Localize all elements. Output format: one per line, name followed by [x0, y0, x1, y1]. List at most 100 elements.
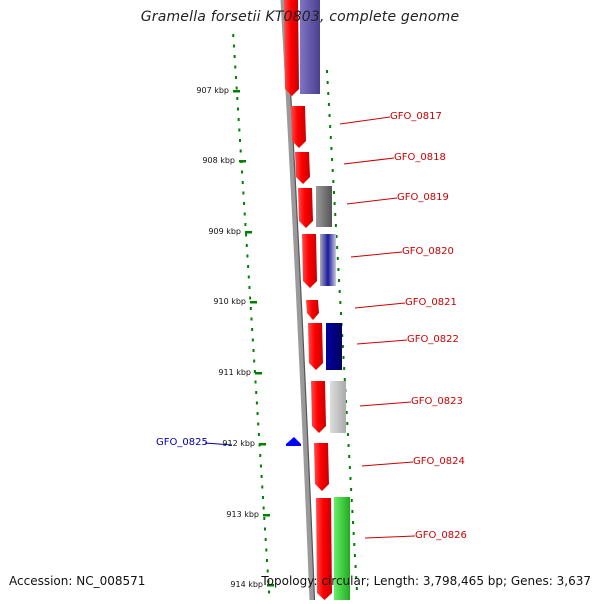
- dot-right: [345, 400, 348, 403]
- genome-title: Gramella forsetii KT0803, complete genom…: [140, 9, 460, 25]
- gene-arrow: [308, 323, 323, 370]
- dot-left: [247, 275, 250, 279]
- gene-block-purple: [300, 0, 320, 94]
- dot-right: [353, 554, 356, 557]
- dot-right: [332, 180, 335, 183]
- dot-right: [328, 114, 331, 117]
- gene-label-gfo-0821[interactable]: GFO_0821: [405, 297, 457, 308]
- gene-leader-line: [346, 197, 398, 205]
- dot-right: [341, 334, 344, 337]
- dot-left: [243, 202, 246, 205]
- gene-leader-line: [359, 401, 412, 407]
- gene-arrow: [306, 300, 319, 320]
- dot-left: [234, 76, 237, 79]
- dot-right: [350, 488, 353, 491]
- gene-label-gfo-0822[interactable]: GFO_0822: [407, 334, 459, 345]
- tick-mark: [245, 231, 252, 234]
- gene-label-gfo-0818[interactable]: GFO_0818: [394, 152, 446, 163]
- tick-label: 913 kbp: [226, 510, 259, 519]
- gene-label-gfo-0823[interactable]: GFO_0823: [411, 396, 463, 407]
- dot-left: [264, 538, 267, 541]
- tick-label: 908 kbp: [202, 156, 235, 165]
- kbp-tick-marks: [233, 90, 274, 587]
- gene-leader-line-left: [204, 442, 233, 446]
- dot-right: [351, 510, 354, 513]
- dot-right: [343, 378, 346, 381]
- gene-leader-line: [343, 157, 395, 165]
- dot-left: [243, 212, 246, 216]
- dot-right: [339, 301, 342, 304]
- dot-left: [259, 454, 262, 457]
- dot-left: [237, 118, 240, 121]
- dot-left: [239, 149, 242, 153]
- gene-label-gfo-0817[interactable]: GFO_0817: [390, 111, 442, 122]
- dot-left: [246, 254, 249, 258]
- dot-left: [245, 244, 248, 247]
- gene-arrow: [298, 188, 313, 228]
- tick-label: 910 kbp: [213, 297, 246, 306]
- gene-leader-line: [364, 535, 416, 539]
- tick-label: 907 kbp: [196, 86, 229, 95]
- tick-mark: [259, 443, 266, 446]
- dot-right: [354, 565, 357, 568]
- dot-right: [334, 213, 337, 216]
- gene-label-gfo-0819[interactable]: GFO_0819: [397, 192, 449, 203]
- tick-label: 912 kbp: [222, 439, 255, 448]
- dot-left: [265, 548, 268, 552]
- gene-label-gfo-0820[interactable]: GFO_0820: [402, 246, 454, 257]
- dot-right: [347, 444, 350, 447]
- dot-right: [335, 235, 338, 238]
- dot-left: [251, 328, 254, 331]
- dot-right: [343, 367, 346, 370]
- dot-right: [346, 422, 349, 425]
- dot-right: [353, 543, 356, 546]
- dot-right: [336, 246, 339, 249]
- gene-leader-line: [350, 251, 403, 258]
- dot-left: [266, 559, 269, 562]
- dot-left: [257, 422, 260, 426]
- dot-left: [249, 307, 252, 310]
- dot-left: [242, 191, 245, 195]
- dot-right: [336, 257, 339, 260]
- dot-right: [341, 345, 344, 348]
- dot-left: [267, 580, 270, 583]
- dot-left: [233, 55, 236, 58]
- dot-left: [261, 485, 264, 489]
- tick-mark: [267, 584, 274, 587]
- dot-left: [257, 433, 260, 436]
- dot-right: [332, 191, 335, 194]
- dot-left: [261, 496, 264, 499]
- dot-right: [346, 433, 349, 436]
- gene-label-leaders: [204, 116, 416, 539]
- gene-arrow: [291, 106, 306, 148]
- dot-left: [252, 349, 255, 352]
- dot-right: [345, 411, 348, 414]
- tick-mark: [255, 372, 262, 375]
- dot-left: [241, 181, 244, 184]
- dot-right: [342, 356, 345, 359]
- gene-label-gfo-0825[interactable]: GFO_0825: [156, 437, 208, 448]
- dot-right: [349, 477, 352, 480]
- dot-right: [352, 532, 355, 535]
- gene-label-gfo-0826[interactable]: GFO_0826: [415, 530, 467, 541]
- dot-right: [331, 158, 334, 161]
- dot-left: [260, 475, 263, 478]
- gene-arrow: [311, 381, 326, 433]
- gene-arrow: [295, 152, 310, 184]
- dot-left: [251, 338, 254, 342]
- dot-right: [326, 70, 328, 73]
- gene-label-gfo-0824[interactable]: GFO_0824: [413, 456, 465, 467]
- tick-label: 914 kbp: [230, 580, 263, 589]
- dot-left: [232, 44, 235, 48]
- dot-left: [236, 97, 239, 100]
- dot-right: [333, 202, 336, 205]
- dot-left: [238, 128, 241, 132]
- dot-right: [331, 169, 334, 172]
- gene-block-blue: [320, 234, 336, 286]
- dot-right: [352, 521, 355, 524]
- dot-left: [256, 412, 259, 415]
- dot-left: [247, 265, 250, 268]
- dot-left: [253, 370, 256, 373]
